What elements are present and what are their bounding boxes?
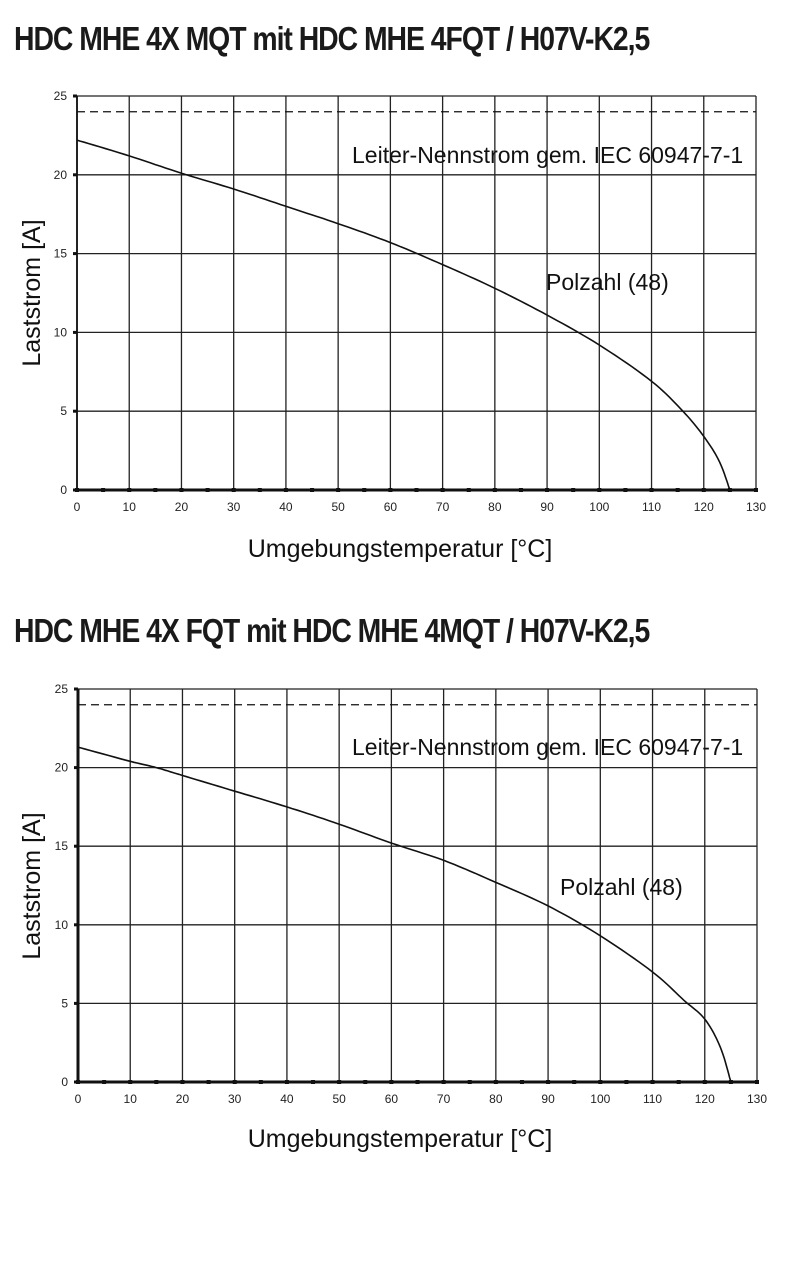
x-tick-label: 20 — [176, 1092, 190, 1106]
x-tick-label: 80 — [488, 500, 502, 514]
x-tick-label: 120 — [694, 500, 714, 514]
chart-2-curve — [77, 746, 732, 1083]
x-tick-label: 70 — [437, 1092, 451, 1106]
x-tick-label: 30 — [227, 500, 241, 514]
x-tick-label: 90 — [541, 1092, 555, 1106]
y-tick-label: 5 — [61, 996, 68, 1010]
chart-1: 0 10 20 30 40 50 60 70 80 90 100 110 120 130 0 5 10 15 20 2… — [18, 89, 767, 563]
x-tick-label: 40 — [279, 500, 293, 514]
x-tick-label: 60 — [385, 1092, 399, 1106]
x-tick-label: 60 — [384, 500, 398, 514]
chart-1-y-axis-label: Laststrom [A] — [18, 219, 46, 366]
x-tick-label: 70 — [436, 500, 450, 514]
x-tick-label: 10 — [124, 1092, 138, 1106]
chart-1-ticks: 0 10 20 30 40 50 60 70 80 90 100 110 120 130 0 5 10 15 20 2… — [54, 89, 767, 514]
chart-1-x-axis-label: Umgebungstemperatur [°C] — [248, 535, 553, 563]
x-tick-label: 130 — [746, 500, 766, 514]
x-tick-label: 50 — [331, 500, 345, 514]
chart-2: 0 10 20 30 40 50 60 70 80 90 100 110 120 130 0 5 10 15 20 2… — [18, 682, 768, 1153]
y-tick-label: 20 — [55, 761, 69, 775]
x-tick-label: 120 — [695, 1092, 715, 1106]
y-tick-label: 10 — [54, 325, 68, 339]
y-tick-label: 25 — [54, 89, 68, 103]
chart-1-series-label: Polzahl (48) — [546, 269, 669, 295]
y-tick-label: 15 — [55, 839, 69, 853]
x-tick-label: 10 — [123, 500, 137, 514]
y-tick-label: 15 — [54, 247, 68, 261]
y-tick-label: 20 — [54, 168, 68, 182]
x-tick-label: 50 — [332, 1092, 346, 1106]
x-tick-label: 0 — [75, 1092, 82, 1106]
chart-2-y-axis-label: Laststrom [A] — [18, 812, 46, 959]
chart-2-reference-label: Leiter-Nennstrom gem. IEC 60947-7-1 — [352, 734, 743, 760]
y-tick-label: 25 — [55, 682, 69, 696]
x-tick-label: 110 — [642, 500, 661, 514]
chart-2-title: HDC MHE 4X FQT mit HDC MHE 4MQT / H07V-K… — [14, 612, 650, 649]
x-tick-label: 30 — [228, 1092, 242, 1106]
x-tick-label: 110 — [643, 1092, 662, 1106]
x-tick-label: 20 — [175, 500, 189, 514]
chart-2-series-label: Polzahl (48) — [560, 874, 683, 900]
x-tick-label: 100 — [589, 500, 609, 514]
chart-1-curve — [76, 139, 732, 491]
y-tick-label: 0 — [61, 1075, 68, 1089]
x-tick-label: 100 — [590, 1092, 610, 1106]
x-tick-label: 90 — [540, 500, 554, 514]
y-tick-label: 0 — [60, 483, 67, 497]
chart-1-title: HDC MHE 4X MQT mit HDC MHE 4FQT / H07V-K… — [14, 20, 650, 57]
x-tick-label: 130 — [747, 1092, 767, 1106]
x-tick-label: 0 — [74, 500, 81, 514]
chart-2-x-axis-label: Umgebungstemperatur [°C] — [248, 1125, 553, 1153]
y-tick-label: 10 — [55, 918, 69, 932]
chart-1-reference-label: Leiter-Nennstrom gem. IEC 60947-7-1 — [352, 142, 743, 168]
x-tick-label: 40 — [280, 1092, 294, 1106]
y-tick-label: 5 — [60, 404, 67, 418]
x-tick-label: 80 — [489, 1092, 503, 1106]
chart-2-ticks: 0 10 20 30 40 50 60 70 80 90 100 110 120 130 0 5 10 15 20 2… — [55, 682, 768, 1106]
